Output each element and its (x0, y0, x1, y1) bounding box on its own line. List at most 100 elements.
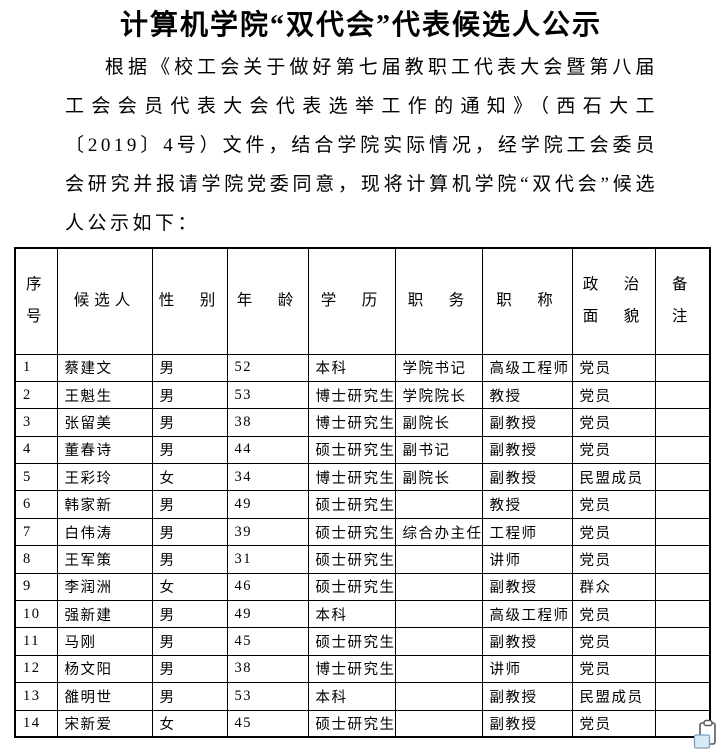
clipboard-clip (703, 719, 713, 727)
table-cell (654, 545, 711, 574)
table-cell (394, 572, 483, 602)
table-cell: 韩家新 (56, 490, 153, 519)
table-cell: 49 (226, 490, 309, 519)
table-cell: 3 (14, 408, 58, 437)
table-cell: 本科 (307, 682, 396, 711)
table-row: 9 李润洲女 46 硕士研究生 副教授 群众 (14, 572, 711, 602)
table-cell: 男 (151, 435, 228, 465)
table-cell: 34 (226, 463, 309, 492)
table-cell (394, 545, 483, 574)
table-cell: 副教授 (481, 627, 573, 656)
table-row: 6 韩家新男 49 硕士研究生 教授 党员 (14, 490, 711, 519)
table-cell (654, 600, 711, 629)
table-cell: 5 (14, 463, 58, 492)
table-row: 12 杨文阳男 38 博士研究生 讲师 党员 (14, 654, 711, 684)
table-cell: 党员 (571, 435, 656, 465)
table-cell: 博士研究生 (307, 654, 396, 684)
table-row: 11 马刚男 45 硕士研究生 副教授 党员 (14, 627, 711, 656)
table-cell: 博士研究生 (307, 463, 396, 492)
table-cell: 11 (14, 627, 58, 656)
table-cell: 女 (151, 463, 228, 492)
table-cell: 李润洲 (56, 572, 153, 602)
table-cell: 9 (14, 572, 58, 602)
page-title: 计算机学院“双代会”代表候选人公示 (119, 10, 602, 41)
table-cell (654, 654, 711, 684)
table-cell: 副教授 (481, 682, 573, 711)
table-cell: 民盟成员 (571, 682, 656, 711)
table-cell: 党员 (571, 408, 656, 437)
table-cell: 男 (151, 682, 228, 711)
table-cell (654, 682, 711, 711)
note-square (694, 735, 710, 748)
table-cell: 综合办主任 (394, 517, 483, 547)
table-cell: 45 (226, 709, 309, 738)
table-header: 序 号候选人性 别年 龄学 历职 务职 称政 治 面 貌备 注 (14, 247, 711, 355)
table-cell: 46 (226, 572, 309, 602)
intro-paragraph: 根据《校工会关于做好第七届教职工代表大会暨第八届工会会员代表大会代表选举工作的通… (65, 57, 658, 234)
table-cell: 王军策 (56, 545, 153, 574)
table-cell: 工程师 (481, 517, 573, 547)
table-cell: 39 (226, 517, 309, 547)
table-cell: 本科 (307, 600, 396, 629)
table-cell: 男 (151, 353, 228, 382)
table-cell: 硕士研究生 (307, 627, 396, 656)
table-row: 5 王彩玲女 34 博士研究生 副院长 副教授 民盟成员 (14, 463, 711, 492)
table-cell: 副院长 (394, 408, 483, 437)
table-cell: 副教授 (481, 408, 573, 437)
table-cell: 副教授 (481, 463, 573, 492)
table-cell: 53 (226, 682, 309, 711)
table-row: 4 董春诗男 44 硕士研究生 副书记 副教授 党员 (14, 435, 711, 465)
table-cell: 52 (226, 353, 309, 382)
column-header-职务: 职 务 (394, 247, 483, 355)
table-cell: 学院书记 (394, 353, 483, 382)
table-cell: 教授 (481, 380, 573, 410)
column-header-职称: 职 称 (481, 247, 573, 355)
table-cell: 男 (151, 545, 228, 574)
table-cell (654, 490, 711, 519)
table-cell: 女 (151, 709, 228, 738)
table-cell: 男 (151, 517, 228, 547)
table-cell: 本科 (307, 353, 396, 382)
table-cell: 副教授 (481, 572, 573, 602)
table-cell: 教授 (481, 490, 573, 519)
table-cell: 男 (151, 408, 228, 437)
table-cell: 杨文阳 (56, 654, 153, 684)
table-cell: 民盟成员 (571, 463, 656, 492)
table-row: 13 雒明世男 53 本科 副教授 民盟成员 (14, 682, 711, 711)
column-header-学历: 学 历 (307, 247, 396, 355)
column-header-备注: 备 注 (654, 247, 711, 355)
table-cell: 马刚 (56, 627, 153, 656)
table-row: 14 宋新爱女 45 硕士研究生 副教授 党员 (14, 709, 711, 738)
table-cell (654, 572, 711, 602)
table-row: 10 强新建男 49 本科 高级工程师 党员 (14, 600, 711, 629)
table-cell: 高级工程师 (481, 353, 573, 382)
table-cell: 副教授 (481, 709, 573, 738)
table-cell (394, 627, 483, 656)
table-cell: 党员 (571, 490, 656, 519)
table-body: 1 蔡建文男 52 本科 学院书记 高级工程师 党员 2 王魁生男 53 博士研究生 学院院长 教授 党员… (14, 353, 711, 738)
table-cell: 10 (14, 600, 58, 629)
copy-overlay-button[interactable] (691, 718, 718, 751)
table-cell: 硕士研究生 (307, 490, 396, 519)
table-cell: 党员 (571, 709, 656, 738)
column-header-年龄: 年 龄 (226, 247, 309, 355)
table-cell: 副书记 (394, 435, 483, 465)
table-cell (394, 682, 483, 711)
header-row: 序 号候选人性 别年 龄学 历职 务职 称政 治 面 貌备 注 (14, 247, 711, 355)
table-cell: 6 (14, 490, 58, 519)
table-cell (394, 709, 483, 738)
table-cell: 49 (226, 600, 309, 629)
table-cell: 董春诗 (56, 435, 153, 465)
table-cell: 党员 (571, 353, 656, 382)
table-cell (654, 627, 711, 656)
table-row: 2 王魁生男 53 博士研究生 学院院长 教授 党员 (14, 380, 711, 410)
table-cell (394, 654, 483, 684)
table-cell: 53 (226, 380, 309, 410)
table-cell: 4 (14, 435, 58, 465)
table-cell (654, 435, 711, 465)
table-cell: 男 (151, 600, 228, 629)
table-cell: 14 (14, 709, 58, 738)
column-header-性别: 性 别 (151, 247, 228, 355)
table-cell: 13 (14, 682, 58, 711)
table-cell: 王彩玲 (56, 463, 153, 492)
